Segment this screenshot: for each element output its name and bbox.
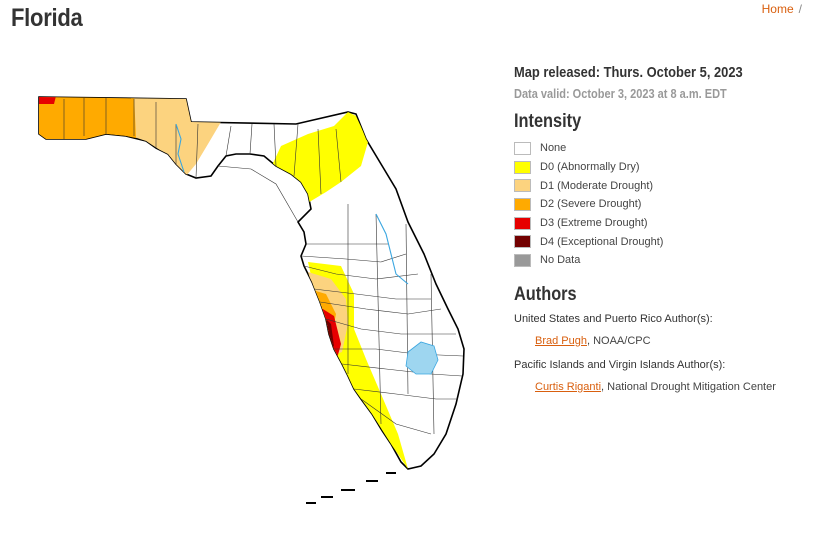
breadcrumb-home-link[interactable]: Home <box>761 2 794 16</box>
map-info-panel: Map released: Thurs. October 5, 2023 Dat… <box>514 64 812 393</box>
breadcrumb-separator: / <box>798 2 802 16</box>
breadcrumb: Home / <box>762 2 807 16</box>
author-group-title: Pacific Islands and Virgin Islands Autho… <box>514 358 726 371</box>
legend-item: D4 (Exceptional Drought) <box>514 232 812 251</box>
data-valid-date: Data valid: October 3, 2023 at 8 a.m. ED… <box>514 87 727 101</box>
legend-item: None <box>514 139 812 158</box>
legend-swatch <box>514 253 531 267</box>
florida-outline <box>38 96 465 470</box>
legend-label: None <box>540 142 567 155</box>
author-link[interactable]: Curtis Riganti <box>535 380 602 393</box>
legend-item: D0 (Abnormally Dry) <box>514 158 812 177</box>
drought-map <box>36 94 476 520</box>
legend-code: D1 <box>540 179 555 192</box>
author-link[interactable]: Brad Pugh <box>535 334 587 347</box>
author-group-title: United States and Puerto Rico Author(s): <box>514 312 713 325</box>
rivers <box>175 123 409 285</box>
author-line: Brad Pugh, NOAA/CPC <box>535 335 812 347</box>
legend-item: No Data <box>514 251 812 270</box>
legend-code: D4 <box>540 235 555 248</box>
intensity-heading: Intensity <box>514 111 582 132</box>
legend-swatch <box>514 216 531 230</box>
legend-label: (Abnormally Dry) <box>557 161 640 174</box>
legend-label: (Extreme Drought) <box>557 217 648 230</box>
legend-label: (Moderate Drought) <box>557 179 654 192</box>
d2-panhandle-area <box>39 97 136 139</box>
author-line: Curtis Riganti, National Drought Mitigat… <box>535 381 812 393</box>
page-title: Florida <box>11 4 83 32</box>
legend-swatch <box>514 160 531 174</box>
legend-item: D1 (Moderate Drought) <box>514 176 812 195</box>
lake-okeechobee <box>405 341 439 375</box>
county-lines <box>63 98 464 435</box>
legend-label: (Severe Drought) <box>557 198 642 211</box>
legend-item: D2 (Severe Drought) <box>514 195 812 214</box>
legend-code: D0 <box>540 161 555 174</box>
legend-item: D3 (Extreme Drought) <box>514 214 812 233</box>
intensity-legend: None D0 (Abnormally Dry) D1 (Moderate Drough… <box>514 139 812 270</box>
legend-label: No Data <box>540 254 581 267</box>
florida-keys <box>306 472 396 504</box>
legend-swatch <box>514 141 531 155</box>
legend-swatch <box>514 179 531 193</box>
legend-label: (Exceptional Drought) <box>557 235 664 248</box>
author-org: , NOAA/CPC <box>586 334 651 347</box>
legend-swatch <box>514 235 531 249</box>
author-org: , National Drought Mitigation Center <box>601 380 776 393</box>
florida-map-svg <box>38 96 465 504</box>
legend-code: D2 <box>540 198 555 211</box>
authors-heading: Authors <box>514 283 577 305</box>
map-released-date: Map released: Thurs. October 5, 2023 <box>514 64 743 81</box>
legend-swatch <box>514 197 531 211</box>
legend-code: D3 <box>540 217 555 230</box>
d3-panhandle-area <box>39 97 56 104</box>
